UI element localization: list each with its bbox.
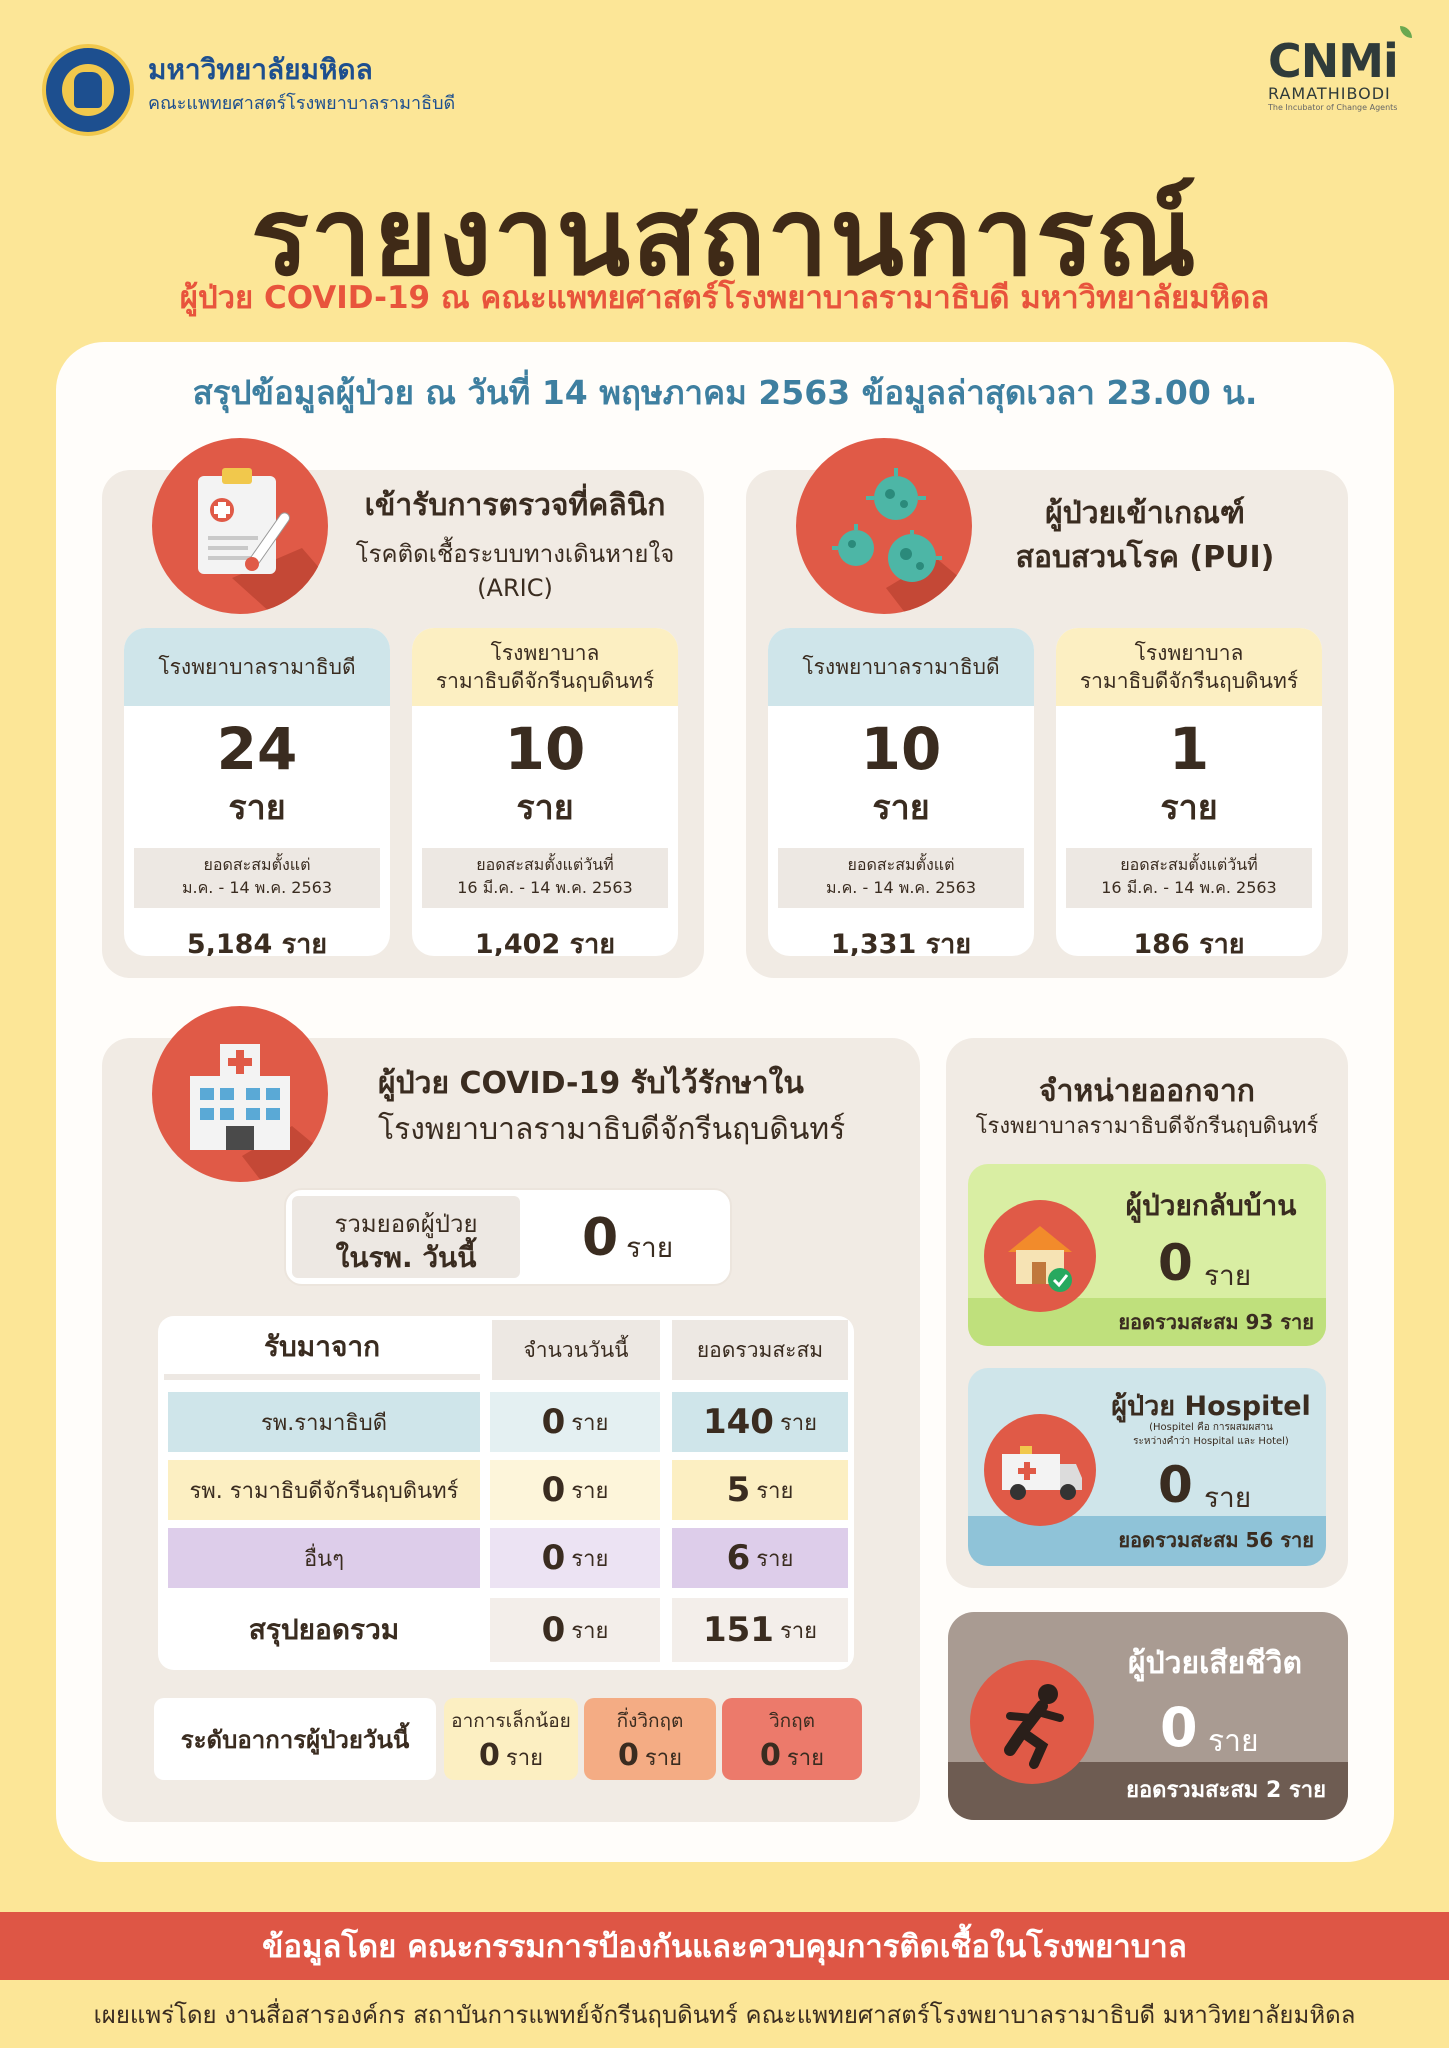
page-title: รายงานสถานการณ์ (250, 175, 1199, 300)
table-header-total: ยอดรวมสะสม (672, 1320, 848, 1380)
cnmi-logo: CNMi RAMATHIBODI The Incubator of Change… (1268, 26, 1418, 112)
card-header: โรงพยาบาล รามาธิบดีจักรีนฤบดินทร์ (412, 628, 678, 706)
table-row-total: 140 ราย (672, 1392, 848, 1452)
admitted-title: ผู้ป่วย COVID-19 รับไว้รักษาใน (378, 1066, 804, 1101)
hospital-icon (152, 1006, 328, 1182)
table-sum-today: 0 ราย (490, 1598, 660, 1662)
severity-mild: อาการเล็กน้อย 0 ราย (444, 1698, 578, 1780)
cnmi-name: RAMATHIBODI (1268, 84, 1391, 103)
severity-semi-critical: กึ่งวิกฤต 0 ราย (584, 1698, 716, 1780)
cnmi-tagline: The Incubator of Change Agents (1268, 103, 1398, 112)
card-unit: ราย (516, 788, 574, 828)
virus-icon (796, 438, 972, 614)
table-row-total: 6 ราย (672, 1528, 848, 1588)
pui-card-rama: โรงพยาบาลรามาธิบดี 10 ราย ยอดสะสมตั้งแต่… (768, 628, 1034, 956)
faculty-name: คณะแพทยศาสตร์โรงพยาบาลรามาธิบดี (148, 93, 456, 114)
card-total: 186 ราย (1133, 929, 1245, 956)
hospitel-value: 0 (1158, 1456, 1193, 1514)
card-note: ยอดสะสมตั้งแต่วันที่ 16 มี.ค. - 14 พ.ค. 2… (422, 848, 668, 908)
table-sum-total: 151 ราย (672, 1598, 848, 1662)
falling-person-icon (970, 1660, 1094, 1784)
table-sum-label: สรุปยอดรวม (248, 1613, 400, 1646)
hospitel-total: ยอดรวมสะสม 56 ราย (1118, 1528, 1314, 1552)
home-value: 0 (1158, 1234, 1193, 1292)
card-value: 1 (1168, 715, 1210, 783)
ambulance-icon (984, 1414, 1096, 1526)
hospitel-note-2: ระหว่างคำว่า Hospital และ Hotel) (1133, 1436, 1289, 1447)
table-row-source: อื่นๆ (168, 1528, 480, 1588)
severity-label: ระดับอาการผู้ป่วยวันนี้ (154, 1698, 436, 1780)
home-check-icon (984, 1200, 1096, 1312)
discharge-subtitle: โรงพยาบาลรามาธิบดีจักรีนฤบดินทร์ (975, 1114, 1319, 1139)
table-row-source: รพ.รามาธิบดี (168, 1392, 480, 1452)
hospitel-note: (Hospitel คือ การผสมผสาน (1149, 1422, 1273, 1433)
home-title: ผู้ป่วยกลับบ้าน (1125, 1189, 1297, 1222)
card-value: 10 (860, 715, 942, 783)
deceased-title: ผู้ป่วยเสียชีวิต (1128, 1646, 1302, 1681)
table-row-total: 5 ราย (672, 1460, 848, 1520)
pui-card-chakri: โรงพยาบาล รามาธิบดีจักรีนฤบดินทร์ 1 ราย ย… (1056, 628, 1322, 956)
pui-title: ผู้ป่วยเข้าเกณฑ์ (1045, 496, 1245, 531)
today-unit: ราย (626, 1231, 674, 1264)
admitted-title-2: โรงพยาบาลรามาธิบดีจักรีนฤบดินทร์ (378, 1112, 846, 1147)
card-note: ยอดสะสมตั้งแต่วันที่ 16 มี.ค. - 14 พ.ค. 2… (1066, 848, 1312, 908)
card-total: 1,402 ราย (474, 929, 616, 956)
table-row-today: 0 ราย (490, 1460, 660, 1520)
cnmi-logo-text: CNMi (1268, 34, 1399, 88)
hospitel-unit: ราย (1204, 1481, 1252, 1514)
deceased-value: 0 (1160, 1696, 1198, 1759)
table-row-source: รพ. รามาธิบดีจักรีนฤบดินทร์ (168, 1460, 480, 1520)
card-header: โรงพยาบาลรามาธิบดี (768, 628, 1034, 706)
table-header-source: รับมาจาก (164, 1320, 480, 1380)
severity-critical: วิกฤต 0 ราย (722, 1698, 862, 1780)
card-total: 5,184 ราย (186, 929, 328, 956)
deceased-total: ยอดรวมสะสม 2 ราย (1126, 1778, 1326, 1803)
table-row-today: 0 ราย (490, 1528, 660, 1588)
clipboard-thermometer-icon (152, 438, 328, 614)
aric-abbrev: (ARIC) (477, 574, 553, 602)
today-value: 0 (582, 1208, 619, 1268)
aric-card-chakri: โรงพยาบาล รามาธิบดีจักรีนฤบดินทร์ 10 ราย … (412, 628, 678, 956)
deceased-unit: ราย (1208, 1724, 1259, 1759)
card-unit: ราย (1160, 788, 1218, 828)
hospitel-title: ผู้ป่วย Hospitel (1111, 1391, 1311, 1422)
mahidol-seal-logo (42, 44, 134, 136)
card-value: 10 (504, 715, 586, 783)
card-header: โรงพยาบาลรามาธิบดี (124, 628, 390, 706)
card-unit: ราย (872, 788, 930, 828)
aric-title: เข้ารับการตรวจที่คลินิก (364, 488, 666, 523)
card-header: โรงพยาบาล รามาธิบดีจักรีนฤบดินทร์ (1056, 628, 1322, 706)
today-label-2: ในรพ. วันนี้ (335, 1241, 477, 1274)
card-total: 1,331 ราย (830, 929, 972, 956)
table-header-today: จำนวนวันนี้ (492, 1320, 660, 1380)
discharge-title: จำหน่ายออกจาก (1039, 1074, 1255, 1109)
pui-title-2: สอบสวนโรค (PUI) (1015, 540, 1275, 575)
card-unit: ราย (228, 788, 286, 828)
today-label-box (292, 1196, 520, 1278)
footer-credit: ข้อมูลโดย คณะกรรมการป้องกันและควบคุมการต… (0, 1912, 1449, 1980)
aric-card-rama: โรงพยาบาลรามาธิบดี 24 ราย ยอดสะสมตั้งแต่… (124, 628, 390, 956)
aric-subtitle: โรคติดเชื้อระบบทางเดินหายใจ (355, 540, 675, 568)
summary-line: สรุปข้อมูลผู้ป่วย ณ วันที่ 14 พฤษภาคม 25… (192, 373, 1258, 412)
today-label: รวมยอดผู้ป่วย (334, 1210, 478, 1238)
card-note: ยอดสะสมตั้งแต่ ม.ค. - 14 พ.ค. 2563 (134, 848, 380, 908)
footer-publisher: เผยแพร่โดย งานสื่อสารองค์กร สถาบันการแพท… (93, 2001, 1356, 2029)
home-unit: ราย (1204, 1259, 1252, 1292)
card-note: ยอดสะสมตั้งแต่ ม.ค. - 14 พ.ค. 2563 (778, 848, 1024, 908)
table-row-today: 0 ราย (490, 1392, 660, 1452)
card-value: 24 (216, 715, 298, 783)
home-total: ยอดรวมสะสม 93 ราย (1118, 1310, 1314, 1334)
page-subtitle: ผู้ป่วย COVID-19 ณ คณะแพทยศาสตร์โรงพยาบา… (179, 280, 1270, 316)
university-name: มหาวิทยาลัยมหิดล (148, 53, 373, 86)
